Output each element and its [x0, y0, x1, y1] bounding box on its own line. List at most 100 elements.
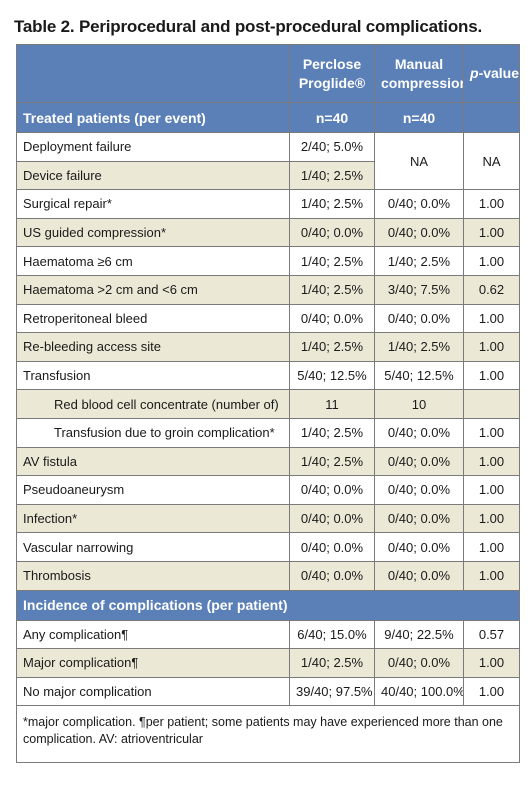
cell-pvalue: 0.57: [463, 619, 520, 650]
header-row: Perclose Proglide® Manual compression p-va…: [16, 44, 520, 103]
row-label: Transfusion: [16, 360, 290, 391]
cell-manual: 10: [374, 389, 464, 419]
cell-pvalue: 1.00: [463, 189, 520, 219]
cell-manual: 0/40; 0.0%: [374, 446, 464, 477]
section-incidence: Incidence of complications (per patient): [16, 589, 520, 621]
row-label: Major complication¶: [16, 648, 290, 678]
cell-manual: 40/40; 100.0%: [374, 676, 464, 707]
cell-manual: 1/40; 2.5%: [374, 332, 464, 362]
cell-pvalue: 1.00: [463, 560, 520, 591]
cell-perclose: 1/40; 2.5%: [289, 417, 375, 448]
table-row: Haematoma ≥6 cm 1/40; 2.5% 1/40; 2.5% 1.00: [16, 246, 520, 276]
row-label: Re-bleeding access site: [16, 332, 290, 362]
cell-manual: 0/40; 0.0%: [374, 417, 464, 448]
table-row: Surgical repair* 1/40; 2.5% 0/40; 0.0% 1.00: [16, 189, 520, 219]
section-treated-patients: Treated patients (per event) n=40 n=40: [16, 102, 520, 133]
table-row: Haematoma >2 cm and <6 cm 1/40; 2.5% 3/40;…: [16, 274, 520, 305]
row-label: AV fistula: [16, 446, 290, 477]
complications-table: Perclose Proglide® Manual compression p-va…: [16, 44, 520, 764]
table-row: US guided compression* 0/40; 0.0% 0/40; 0.…: [16, 217, 520, 248]
table-row: Retroperitoneal bleed 0/40; 0.0% 0/40; 0.0…: [16, 303, 520, 334]
cell-pvalue: NA: [463, 131, 520, 191]
table-row: Pseudoaneurysm 0/40; 0.0% 0/40; 0.0% 1.00: [16, 475, 520, 505]
cell-pvalue: 1.00: [463, 417, 520, 448]
row-label: Haematoma >2 cm and <6 cm: [16, 274, 290, 305]
table-row: Red blood cell concentrate (number of) 11…: [16, 389, 520, 419]
row-label: Red blood cell concentrate (number of): [16, 389, 290, 419]
cell-perclose: 0/40; 0.0%: [289, 303, 375, 334]
cell-perclose: 1/40; 2.5%: [289, 332, 375, 362]
cell-pvalue: 1.00: [463, 303, 520, 334]
cell-pvalue: [463, 389, 520, 419]
cell-perclose: 1/40; 2.5%: [289, 446, 375, 477]
cell-perclose: 1/40; 2.5%: [289, 648, 375, 678]
cell-pvalue: 1.00: [463, 332, 520, 362]
cell-pvalue: 1.00: [463, 360, 520, 391]
cell-manual: 9/40; 22.5%: [374, 619, 464, 650]
header-perclose: Perclose Proglide®: [289, 44, 375, 103]
table-row: Vascular narrowing 0/40; 0.0% 0/40; 0.0% 1.…: [16, 532, 520, 562]
section-label: Treated patients (per event): [16, 102, 290, 133]
table-row: Thrombosis 0/40; 0.0% 0/40; 0.0% 1.00: [16, 560, 520, 591]
section-label: Incidence of complications (per patient): [16, 589, 520, 621]
cell-manual: 0/40; 0.0%: [374, 560, 464, 591]
row-label: Vascular narrowing: [16, 532, 290, 562]
cell-perclose: 0/40; 0.0%: [289, 475, 375, 505]
cell-pvalue: 1.00: [463, 503, 520, 534]
cell-pvalue: 1.00: [463, 532, 520, 562]
cell-perclose: 1/40; 2.5%: [289, 246, 375, 276]
cell-pvalue: 1.00: [463, 246, 520, 276]
cell-perclose: 0/40; 0.0%: [289, 532, 375, 562]
cell-perclose: 0/40; 0.0%: [289, 217, 375, 248]
row-label: Thrombosis: [16, 560, 290, 591]
cell-perclose: 6/40; 15.0%: [289, 619, 375, 650]
cell-manual: 0/40; 0.0%: [374, 503, 464, 534]
cell-perclose: 2/40; 5.0%: [289, 132, 375, 162]
row-label: Infection*: [16, 503, 290, 534]
cell-perclose: 1/40; 2.5%: [289, 274, 375, 305]
row-label: No major complication: [16, 676, 290, 707]
cell-manual: 3/40; 7.5%: [374, 274, 464, 305]
footnote: *major complication. ¶per patient; some …: [16, 705, 520, 764]
row-label: Surgical repair*: [16, 189, 290, 219]
table-row: Any complication¶ 6/40; 15.0% 9/40; 22.5% 0…: [16, 619, 520, 650]
section-n-perclose: n=40: [289, 102, 375, 133]
cell-pvalue: 0.62: [463, 274, 520, 305]
cell-manual: 0/40; 0.0%: [374, 217, 464, 248]
cell-manual: NA: [374, 131, 464, 191]
table-row: AV fistula 1/40; 2.5% 0/40; 0.0% 1.00: [16, 446, 520, 477]
section-blank: [463, 102, 520, 133]
row-label: US guided compression*: [16, 217, 290, 248]
cell-pvalue: 1.00: [463, 676, 520, 707]
table-row: Deployment failure 2/40; 5.0% NA NA: [16, 131, 520, 191]
cell-pvalue: 1.00: [463, 475, 520, 505]
header-manual: Manual compression: [374, 44, 464, 103]
row-label: Deployment failure: [16, 132, 290, 162]
table-row: Transfusion due to groin complication* 1/…: [16, 417, 520, 448]
row-label: Haematoma ≥6 cm: [16, 246, 290, 276]
row-label: Pseudoaneurysm: [16, 475, 290, 505]
header-pvalue: p-value: [463, 44, 520, 103]
row-label: Retroperitoneal bleed: [16, 303, 290, 334]
cell-perclose: 5/40; 12.5%: [289, 360, 375, 391]
cell-manual: 0/40; 0.0%: [374, 648, 464, 678]
cell-perclose: 0/40; 0.0%: [289, 560, 375, 591]
cell-pvalue: 1.00: [463, 648, 520, 678]
row-label: Device failure: [16, 160, 290, 191]
table-row: Transfusion 5/40; 12.5% 5/40; 12.5% 1.00: [16, 360, 520, 391]
table-row: Re-bleeding access site 1/40; 2.5% 1/40; 2…: [16, 332, 520, 362]
table-row: Infection* 0/40; 0.0% 0/40; 0.0% 1.00: [16, 503, 520, 534]
cell-pvalue: 1.00: [463, 446, 520, 477]
cell-manual: 1/40; 2.5%: [374, 246, 464, 276]
table-row: No major complication 39/40; 97.5% 40/40; …: [16, 676, 520, 707]
cell-perclose: 1/40; 2.5%: [289, 189, 375, 219]
cell-manual: 0/40; 0.0%: [374, 303, 464, 334]
section-n-manual: n=40: [374, 102, 464, 133]
row-label: Any complication¶: [16, 619, 290, 650]
row-label: Transfusion due to groin complication*: [16, 417, 290, 448]
cell-manual: 5/40; 12.5%: [374, 360, 464, 391]
cell-perclose: 39/40; 97.5%: [289, 676, 375, 707]
cell-perclose: 1/40; 2.5%: [289, 160, 375, 191]
cell-manual: 0/40; 0.0%: [374, 532, 464, 562]
footnote-row: *major complication. ¶per patient; some …: [16, 705, 520, 764]
